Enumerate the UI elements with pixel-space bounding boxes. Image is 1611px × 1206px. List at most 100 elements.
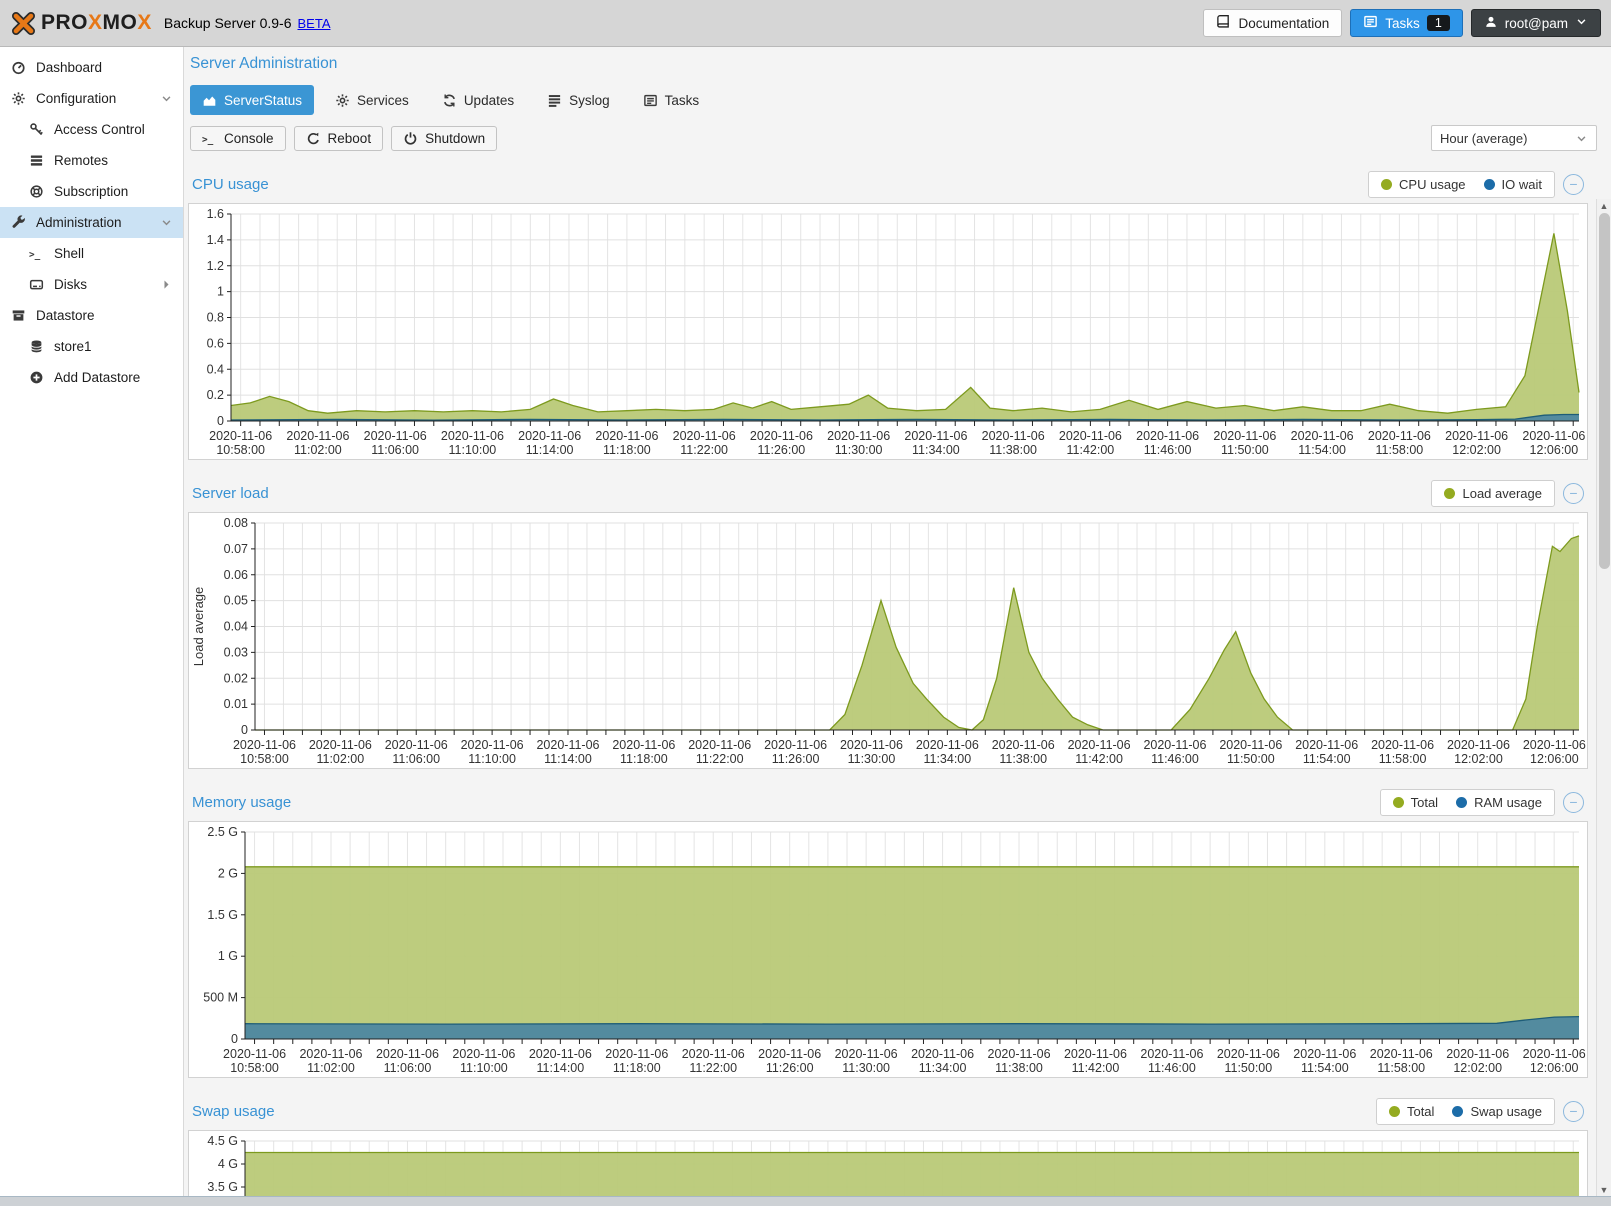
svg-text:2020-11-06: 2020-11-06 xyxy=(688,738,751,752)
svg-text:2020-11-06: 2020-11-06 xyxy=(1446,1047,1509,1061)
sidebar-item-dashboard[interactable]: Dashboard xyxy=(0,52,183,83)
tab-updates[interactable]: Updates xyxy=(430,85,526,115)
sidebar-item-remotes[interactable]: Remotes xyxy=(0,145,183,176)
svg-text:4.5 G: 4.5 G xyxy=(207,1134,238,1148)
sidebar-item-subscription[interactable]: Subscription xyxy=(0,176,183,207)
legend-label: Load average xyxy=(1462,485,1542,501)
legend-dot xyxy=(1388,1105,1400,1117)
sidebar-item-label: Datastore xyxy=(36,308,95,323)
panel-header: CPU usage CPU usage IO wait − xyxy=(188,165,1590,203)
svg-text:2020-11-06: 2020-11-06 xyxy=(595,429,658,443)
sidebar-item-administration[interactable]: Administration xyxy=(0,207,183,238)
svg-text:1.2: 1.2 xyxy=(207,259,224,273)
user-menu-button[interactable]: root@pam xyxy=(1470,9,1601,37)
svg-text:0: 0 xyxy=(241,723,248,737)
collapse-panel-button[interactable]: − xyxy=(1563,1100,1584,1122)
sidebar-item-label: Subscription xyxy=(54,184,129,199)
task-list-icon xyxy=(1363,14,1378,32)
svg-text:11:50:00: 11:50:00 xyxy=(1221,443,1269,457)
svg-text:12:06:00: 12:06:00 xyxy=(1530,752,1579,766)
svg-text:2020-11-06: 2020-11-06 xyxy=(1370,1047,1433,1061)
button-label: Reboot xyxy=(327,130,372,146)
svg-text:11:54:00: 11:54:00 xyxy=(1298,443,1346,457)
svg-text:11:34:00: 11:34:00 xyxy=(912,443,960,457)
tasks-icon xyxy=(643,93,658,108)
svg-text:2020-11-06: 2020-11-06 xyxy=(992,738,1055,752)
svg-text:10:58:00: 10:58:00 xyxy=(216,443,265,457)
tab-tasks[interactable]: Tasks xyxy=(631,85,712,115)
tasks-button[interactable]: Tasks 1 xyxy=(1350,9,1463,37)
sidebar: Dashboard Configuration Access Control Remo… xyxy=(0,47,184,1196)
svg-text:2020-11-06: 2020-11-06 xyxy=(1522,429,1585,443)
tab-services[interactable]: Services xyxy=(323,85,421,115)
svg-text:0.04: 0.04 xyxy=(224,620,248,634)
page-title: Server Administration xyxy=(190,55,338,72)
svg-text:11:30:00: 11:30:00 xyxy=(835,443,883,457)
svg-text:10:58:00: 10:58:00 xyxy=(230,1061,279,1075)
svg-text:11:58:00: 11:58:00 xyxy=(1379,752,1427,766)
panel-title: Server load xyxy=(192,484,269,502)
timeframe-select[interactable]: Hour (average) xyxy=(1431,125,1597,151)
tab-syslog[interactable]: Syslog xyxy=(535,85,622,115)
sidebar-item-disks[interactable]: Disks xyxy=(0,269,183,300)
refresh-icon xyxy=(442,93,457,108)
svg-text:11:58:00: 11:58:00 xyxy=(1376,443,1424,457)
svg-text:2020-11-06: 2020-11-06 xyxy=(764,738,827,752)
console-button[interactable]: >_ Console xyxy=(190,125,286,151)
sidebar-item-datastore[interactable]: Datastore xyxy=(0,300,183,331)
documentation-button[interactable]: Documentation xyxy=(1203,9,1343,37)
panel-cpu-usage: CPU usage CPU usage IO wait − 2020-11-06 10:5… xyxy=(188,165,1590,460)
collapse-panel-button[interactable]: − xyxy=(1563,173,1584,195)
legend-dot xyxy=(1456,796,1468,808)
svg-text:2020-11-06: 2020-11-06 xyxy=(840,738,903,752)
sidebar-item-add-datastore[interactable]: Add Datastore xyxy=(0,362,183,393)
svg-text:11:18:00: 11:18:00 xyxy=(603,443,651,457)
svg-text:11:42:00: 11:42:00 xyxy=(1072,1061,1120,1075)
svg-text:11:18:00: 11:18:00 xyxy=(620,752,668,766)
tab-label: ServerStatus xyxy=(224,92,303,108)
server-load-chart: 2020-11-0610:58:002020-11-0611:02:002020… xyxy=(191,516,1586,766)
legend-item: Swap usage xyxy=(1452,1104,1542,1119)
tab-label: Syslog xyxy=(569,92,610,108)
svg-text:0.08: 0.08 xyxy=(224,516,248,530)
shutdown-button[interactable]: Shutdown xyxy=(391,125,498,151)
panel-title: Swap usage xyxy=(192,1102,275,1120)
svg-text:2020-11-06: 2020-11-06 xyxy=(1447,738,1510,752)
legend-dot xyxy=(1483,178,1495,190)
sidebar-item-shell[interactable]: >_ Shell xyxy=(0,238,183,269)
svg-text:10:58:00: 10:58:00 xyxy=(240,752,289,766)
sidebar-item-store1[interactable]: store1 xyxy=(0,331,183,362)
svg-text:11:46:00: 11:46:00 xyxy=(1144,443,1192,457)
reboot-button[interactable]: Reboot xyxy=(293,125,384,151)
svg-text:12:02:00: 12:02:00 xyxy=(1453,1061,1502,1075)
legend-dot xyxy=(1444,487,1456,499)
sidebar-item-access-control[interactable]: Access Control xyxy=(0,114,183,145)
button-label: Console xyxy=(224,130,274,146)
legend-label: Total xyxy=(1406,1103,1435,1119)
svg-text:2020-11-06: 2020-11-06 xyxy=(1140,1047,1203,1061)
scrollbar-thumb[interactable] xyxy=(1599,213,1610,569)
legend-label: CPU usage xyxy=(1399,176,1466,192)
tasks-count-badge: 1 xyxy=(1426,15,1450,31)
svg-text:2020-11-06: 2020-11-06 xyxy=(518,429,581,443)
beta-link[interactable]: BETA xyxy=(297,15,331,31)
svg-text:11:34:00: 11:34:00 xyxy=(919,1061,967,1075)
scroll-up-arrow[interactable]: ▲ xyxy=(1599,200,1609,211)
collapse-panel-button[interactable]: − xyxy=(1563,482,1584,504)
tab-serverstatus[interactable]: ServerStatus xyxy=(190,85,315,115)
subscription-icon xyxy=(28,184,45,199)
svg-text:11:26:00: 11:26:00 xyxy=(772,752,820,766)
chevron-right-icon[interactable] xyxy=(160,278,173,291)
sidebar-item-configuration[interactable]: Configuration xyxy=(0,83,183,114)
vertical-scrollbar[interactable]: ▲ ▼ xyxy=(1596,199,1611,1196)
svg-text:11:06:00: 11:06:00 xyxy=(371,443,419,457)
chevron-down-icon[interactable] xyxy=(160,92,173,105)
sidebar-item-label: Dashboard xyxy=(36,60,103,75)
sidebar-item-label: Add Datastore xyxy=(54,370,141,385)
legend-item: Total xyxy=(1392,795,1438,810)
user-label: root@pam xyxy=(1504,15,1568,31)
chevron-down-icon[interactable] xyxy=(160,216,173,229)
collapse-panel-button[interactable]: − xyxy=(1563,791,1584,813)
scroll-down-arrow[interactable]: ▼ xyxy=(1599,1184,1609,1195)
